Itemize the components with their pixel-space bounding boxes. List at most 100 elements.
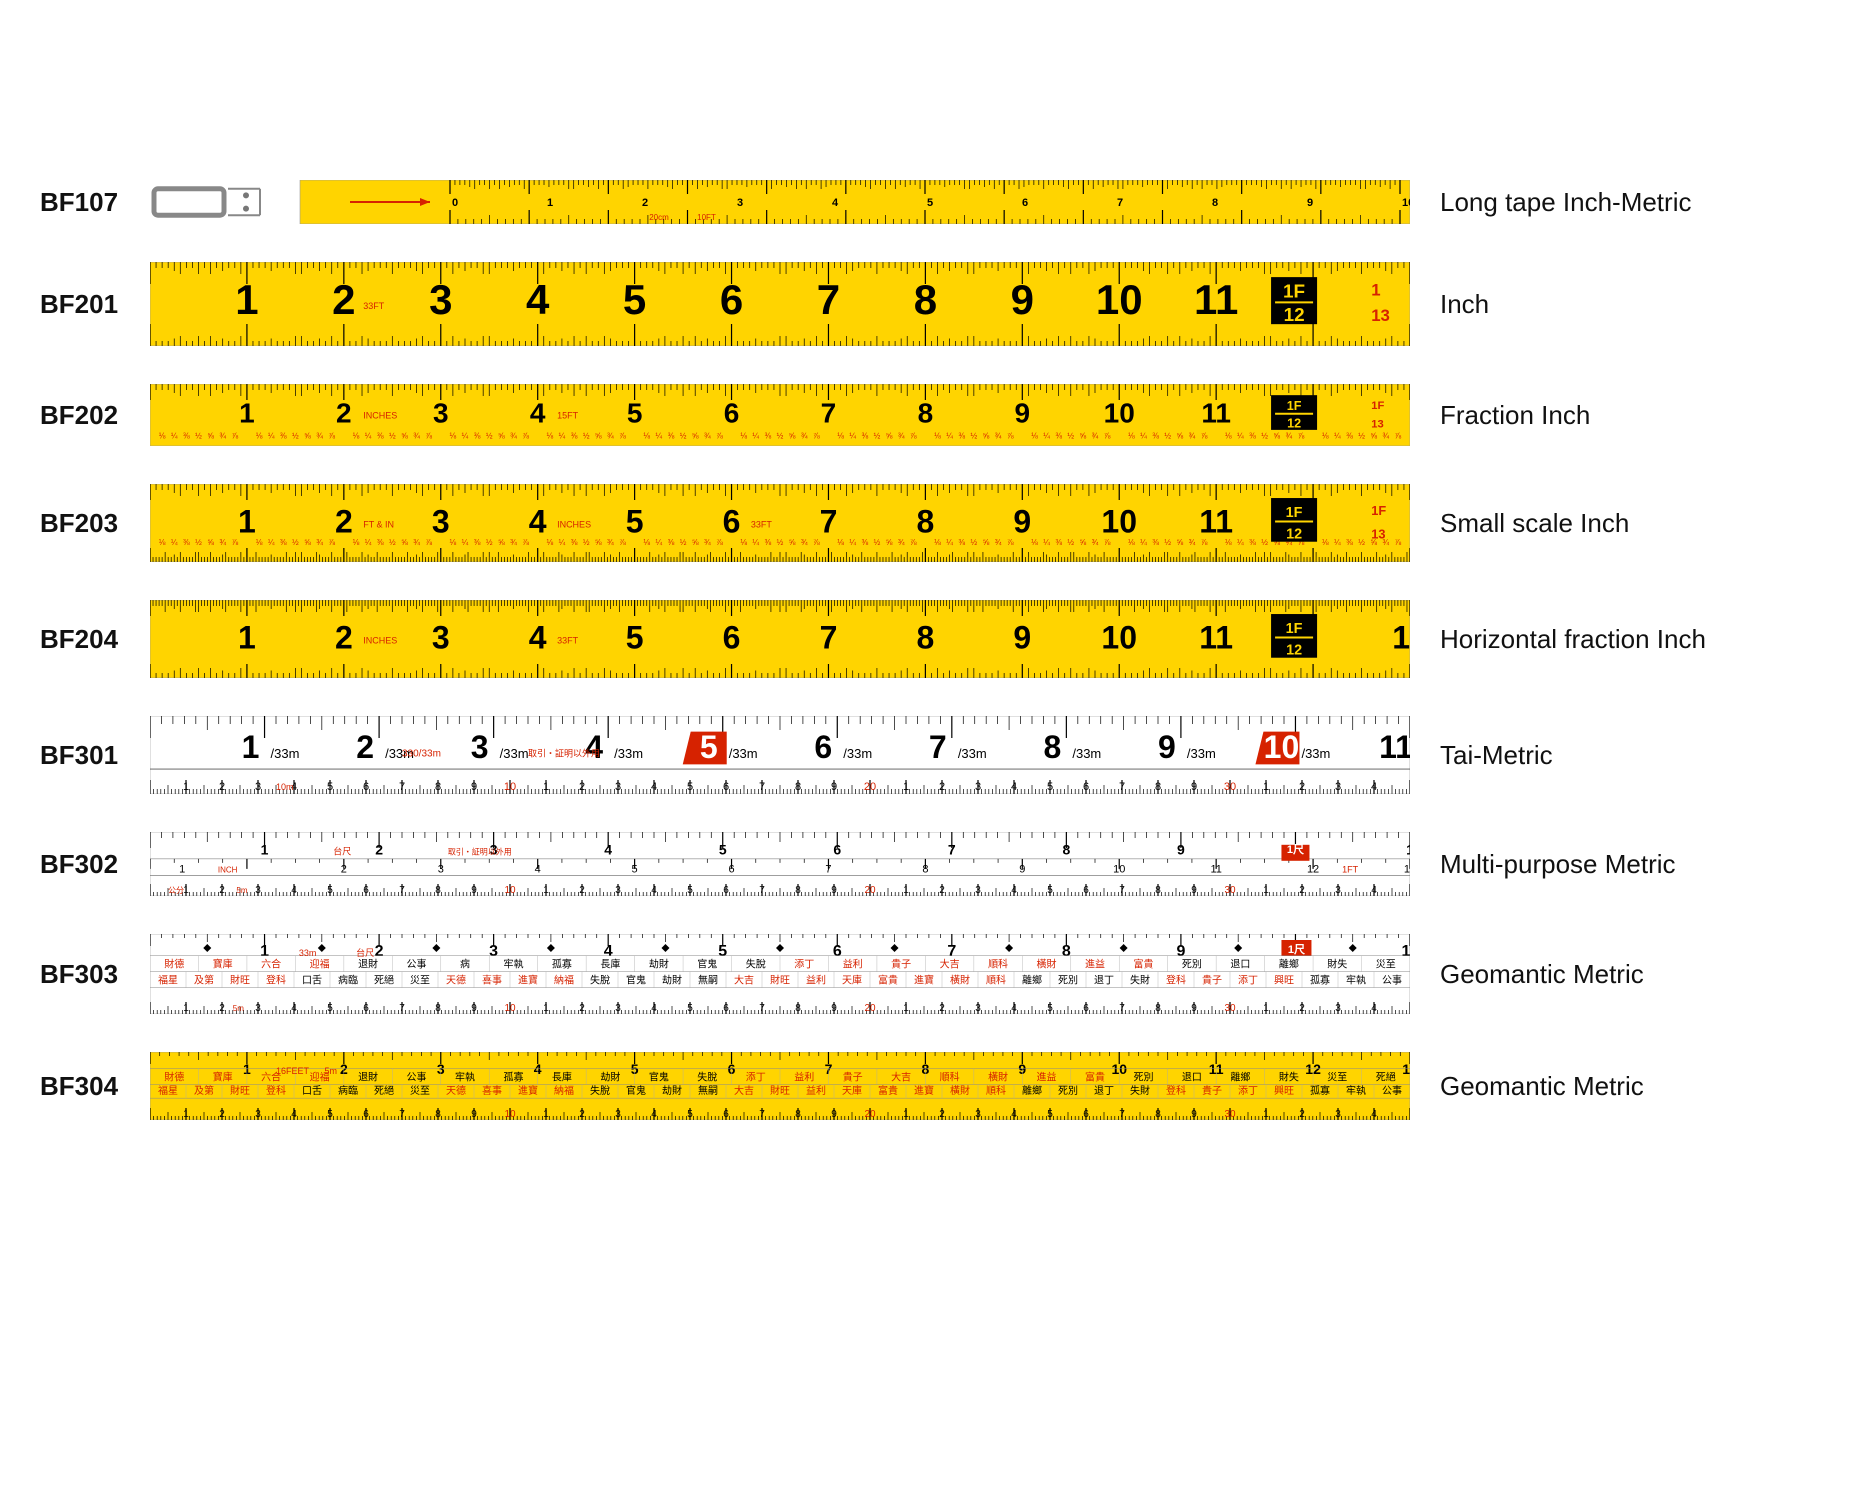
tape-graphic: 12345678910111213財德寶庫六合迎福退財公事牢執孤寡長庫劫財官鬼失…	[150, 1052, 1410, 1120]
svg-text:⅛: ⅛	[934, 538, 941, 547]
svg-text:⅞: ⅞	[231, 432, 238, 441]
svg-text:2: 2	[219, 885, 225, 896]
svg-text:⅜: ⅜	[1249, 538, 1256, 547]
svg-text:INCHES: INCHES	[363, 411, 397, 421]
svg-text:½: ½	[292, 538, 299, 547]
svg-text:登科: 登科	[266, 1084, 286, 1097]
svg-text:⅞: ⅞	[328, 538, 335, 547]
svg-text:6: 6	[723, 1109, 729, 1120]
svg-text:10FT: 10FT	[697, 213, 716, 222]
svg-text:¾: ¾	[219, 432, 226, 441]
svg-text:⅜: ⅜	[1346, 432, 1353, 441]
svg-text:牢執: 牢執	[503, 958, 523, 971]
svg-text:六合: 六合	[261, 958, 281, 971]
svg-text:牢執: 牢執	[1346, 974, 1366, 987]
svg-text:⅛: ⅛	[643, 538, 650, 547]
svg-text:天德: 天德	[446, 974, 466, 987]
svg-text:⅝: ⅝	[498, 432, 505, 441]
tape-code: BF303	[40, 959, 150, 990]
svg-text:2: 2	[219, 781, 225, 793]
svg-text:¼: ¼	[752, 432, 759, 441]
svg-text:⅞: ⅞	[619, 432, 626, 441]
svg-text:¼: ¼	[1043, 538, 1050, 547]
svg-text:⅝: ⅝	[886, 432, 893, 441]
svg-text:⅝: ⅝	[1273, 432, 1280, 441]
svg-text:2: 2	[939, 1109, 945, 1120]
svg-text:4: 4	[529, 503, 547, 539]
svg-text:½: ½	[680, 432, 687, 441]
svg-text:5: 5	[626, 503, 644, 539]
tape-row: BF20112345678910111F1211333FTInch	[40, 262, 1816, 346]
svg-text:½: ½	[583, 538, 590, 547]
svg-text:1: 1	[1371, 281, 1380, 300]
svg-text:⅞: ⅞	[813, 432, 820, 441]
svg-text:進益: 進益	[1085, 958, 1105, 971]
svg-text:⅞: ⅞	[425, 432, 432, 441]
svg-text:8: 8	[795, 1109, 801, 1120]
svg-text:⅝: ⅝	[401, 432, 408, 441]
svg-text:¼: ¼	[849, 538, 856, 547]
svg-text:財德: 財德	[164, 958, 184, 971]
svg-text:4: 4	[1011, 1003, 1017, 1014]
svg-text:½: ½	[1067, 432, 1074, 441]
svg-text:1: 1	[1263, 885, 1269, 896]
svg-text:⅜: ⅜	[765, 538, 772, 547]
svg-text:⅜: ⅜	[1055, 432, 1062, 441]
svg-text:1: 1	[543, 885, 549, 896]
svg-text:離鄉: 離鄉	[1022, 974, 1042, 987]
svg-text:⅜: ⅜	[280, 538, 287, 547]
svg-text:⅞: ⅞	[231, 538, 238, 547]
svg-text:¼: ¼	[656, 538, 663, 547]
svg-text:2: 2	[939, 885, 945, 896]
svg-text:官鬼: 官鬼	[649, 1071, 669, 1084]
svg-text:8: 8	[795, 1003, 801, 1014]
svg-text:寶庫: 寶庫	[213, 1071, 233, 1084]
svg-text:失脫: 失脫	[697, 1071, 717, 1084]
svg-text:5: 5	[627, 397, 643, 428]
svg-text:納福: 納福	[554, 1084, 574, 1097]
svg-text:⅞: ⅞	[425, 538, 432, 547]
svg-text:330/33m: 330/33m	[402, 749, 441, 760]
svg-text:公分: 公分	[168, 886, 184, 895]
svg-text:⅛: ⅛	[256, 432, 263, 441]
svg-text:災至: 災至	[410, 975, 430, 987]
svg-text:3: 3	[615, 1003, 621, 1014]
tape-code: BF201	[40, 289, 150, 320]
svg-text:財德: 財德	[164, 1071, 184, 1084]
svg-text:災至: 災至	[1376, 959, 1396, 971]
svg-text:⅛: ⅛	[546, 432, 553, 441]
svg-text:添丁: 添丁	[1238, 1084, 1258, 1097]
svg-text:¾: ¾	[607, 538, 614, 547]
svg-text:10: 10	[504, 1109, 516, 1120]
svg-text:貴子: 貴子	[1202, 974, 1222, 987]
svg-text:橫財: 橫財	[950, 974, 970, 987]
svg-text:4: 4	[1011, 781, 1017, 793]
svg-text:1: 1	[183, 1109, 189, 1120]
tape-row: BF2041234567891011131F12INCHES33FTHorizo…	[40, 600, 1816, 678]
svg-text:公事: 公事	[407, 958, 427, 971]
svg-text:⅜: ⅜	[474, 432, 481, 441]
svg-text:天庫: 天庫	[842, 1084, 862, 1097]
svg-text:7: 7	[1119, 1003, 1125, 1014]
svg-text:3: 3	[737, 197, 743, 209]
svg-text:⅝: ⅝	[692, 538, 699, 547]
svg-text:4: 4	[651, 885, 657, 896]
svg-text:官鬼: 官鬼	[697, 958, 717, 971]
svg-text:⅝: ⅝	[1176, 432, 1183, 441]
svg-text:3: 3	[1335, 885, 1341, 896]
svg-text:興旺: 興旺	[1274, 975, 1294, 987]
svg-text:9: 9	[831, 1003, 837, 1014]
svg-text:8: 8	[916, 619, 934, 655]
svg-text:寶庫: 寶庫	[213, 958, 233, 971]
svg-text:死別: 死別	[1182, 959, 1202, 971]
svg-text:添丁: 添丁	[746, 1071, 766, 1084]
svg-text:9: 9	[1158, 729, 1176, 765]
svg-text:4: 4	[1371, 1003, 1377, 1014]
svg-text:⅜: ⅜	[183, 538, 190, 547]
svg-text:6: 6	[1083, 885, 1089, 896]
svg-text:¾: ¾	[1092, 538, 1099, 547]
svg-text:9: 9	[1177, 841, 1185, 857]
svg-text:貴子: 貴子	[843, 1071, 863, 1084]
svg-text:¼: ¼	[171, 432, 178, 441]
svg-text:⅛: ⅛	[546, 538, 553, 547]
